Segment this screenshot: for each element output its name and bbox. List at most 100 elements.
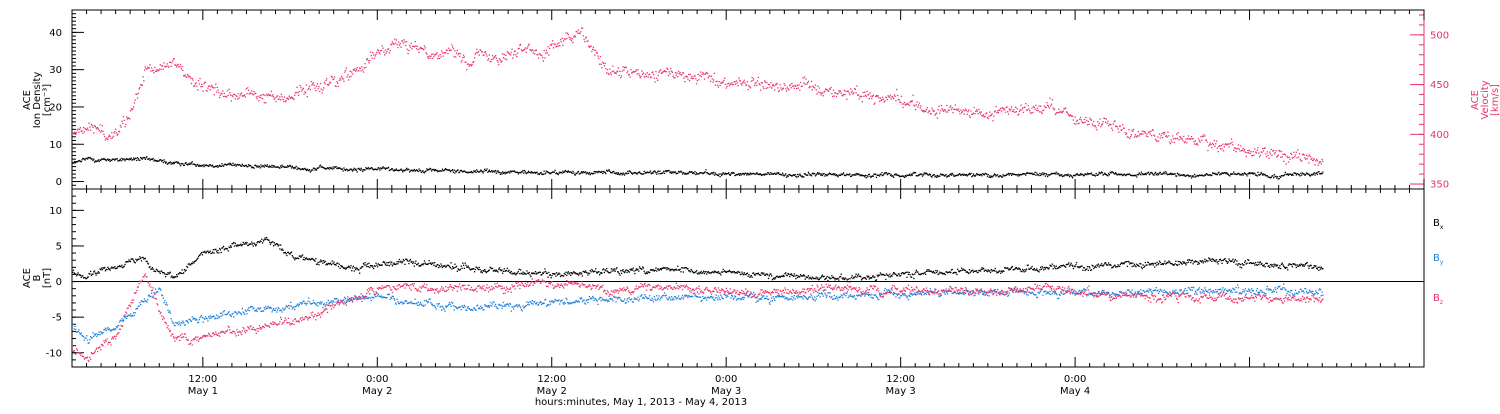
data-point (798, 84, 799, 85)
data-point (145, 66, 146, 67)
data-point (228, 163, 229, 164)
data-point (397, 261, 398, 262)
data-point (145, 159, 146, 160)
data-point (1061, 174, 1062, 175)
data-point (1173, 138, 1174, 139)
data-point (1084, 119, 1085, 120)
data-point (676, 75, 677, 76)
data-point (373, 54, 374, 55)
data-point (442, 169, 443, 170)
data-point (541, 274, 542, 275)
data-point (856, 92, 857, 93)
data-point (289, 96, 290, 97)
data-point (504, 268, 505, 269)
data-point (701, 74, 702, 75)
data-point (117, 133, 118, 134)
data-point (586, 37, 587, 38)
data-point (865, 175, 866, 176)
data-point (1254, 173, 1255, 174)
data-point (471, 65, 472, 66)
data-point (1124, 128, 1125, 129)
data-point (573, 271, 574, 272)
data-point (300, 257, 301, 258)
data-point (135, 262, 136, 263)
data-point (288, 252, 289, 253)
data-point (1142, 131, 1143, 132)
data-point (551, 43, 552, 44)
data-point (483, 172, 484, 173)
data-point (1256, 152, 1257, 153)
data-point (852, 94, 853, 95)
data-point (603, 268, 604, 269)
data-point (856, 173, 857, 174)
data-point (1279, 151, 1280, 152)
data-point (273, 96, 274, 97)
data-point (1141, 172, 1142, 173)
data-point (811, 278, 812, 279)
data-point (1246, 175, 1247, 176)
data-point (495, 170, 496, 171)
data-point (607, 69, 608, 70)
data-point (100, 269, 101, 270)
data-point (937, 270, 938, 271)
data-point (1077, 120, 1078, 121)
data-point (980, 270, 981, 271)
data-point (637, 269, 638, 270)
data-point (261, 94, 262, 95)
data-point (262, 98, 263, 99)
data-point (835, 93, 836, 94)
data-point (418, 171, 419, 172)
data-point (316, 169, 317, 170)
data-point (672, 72, 673, 73)
data-point (356, 169, 357, 170)
data-point (381, 50, 382, 51)
data-point (300, 87, 301, 88)
data-point (135, 100, 136, 101)
data-point (768, 172, 769, 173)
data-point (811, 175, 812, 176)
data-point (526, 52, 527, 53)
data-point (423, 263, 424, 264)
data-point (114, 266, 115, 267)
data-point (154, 67, 155, 68)
data-point (741, 83, 742, 84)
data-point (1053, 265, 1054, 266)
data-point (347, 74, 348, 75)
data-point (497, 62, 498, 63)
data-point (196, 86, 197, 87)
data-point (272, 94, 273, 95)
data-point (450, 50, 451, 51)
data-point (680, 269, 681, 270)
data-point (117, 135, 118, 136)
data-point (619, 71, 620, 72)
data-point (1193, 176, 1194, 177)
data-point (445, 52, 446, 53)
data-point (838, 176, 839, 177)
data-point (927, 269, 928, 270)
data-point (474, 57, 475, 58)
data-point (394, 38, 395, 39)
data-point (547, 277, 548, 278)
data-point (282, 248, 283, 249)
data-point (1089, 118, 1090, 119)
data-point (984, 174, 985, 175)
data-point (913, 274, 914, 275)
data-point (424, 260, 425, 261)
data-point (303, 257, 304, 258)
data-point (659, 171, 660, 172)
data-point (360, 68, 361, 69)
data-point (182, 66, 183, 67)
data-point (1206, 139, 1207, 140)
data-point (131, 158, 132, 159)
data-point (893, 98, 894, 99)
data-point (323, 87, 324, 88)
data-point (350, 76, 351, 77)
data-point (889, 97, 890, 98)
data-point (1298, 157, 1299, 158)
data-point (840, 276, 841, 277)
data-point (1249, 150, 1250, 151)
data-point (243, 242, 244, 243)
data-point (569, 37, 570, 38)
data-point (210, 89, 211, 90)
